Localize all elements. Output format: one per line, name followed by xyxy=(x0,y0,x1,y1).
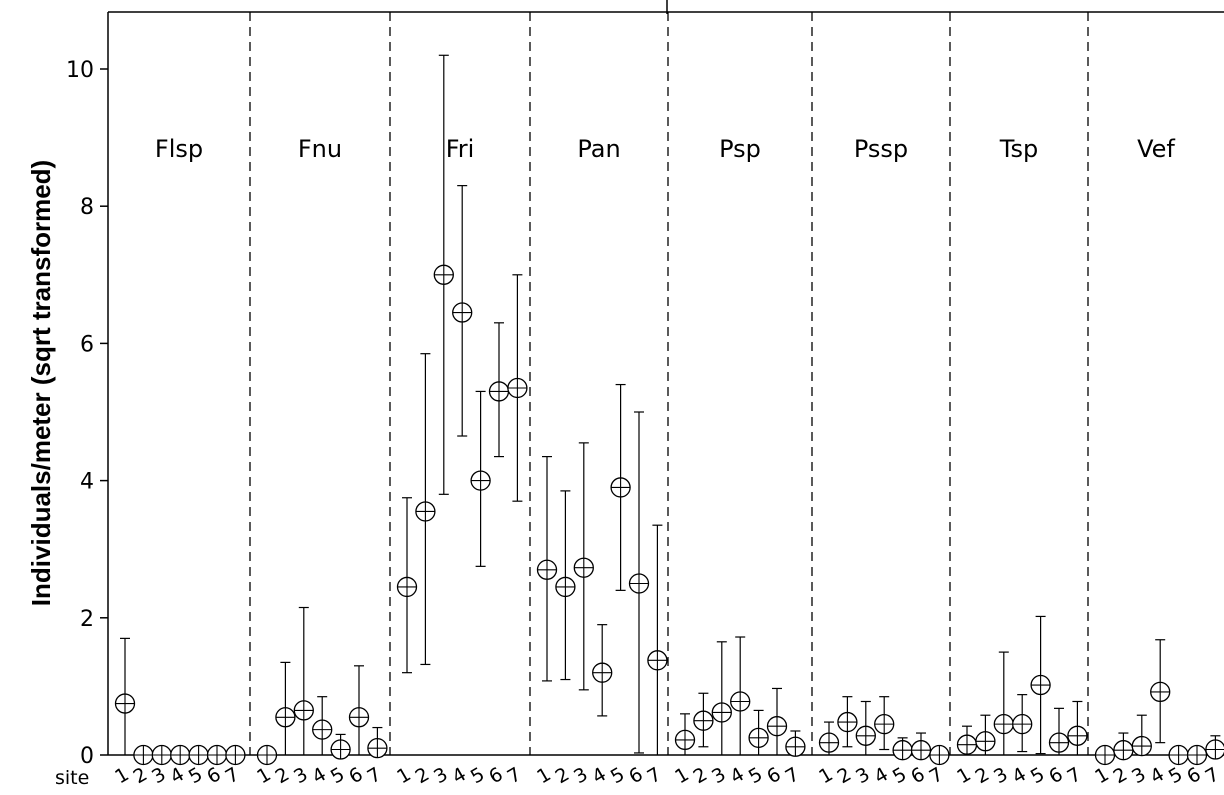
x-tick-label: 2 xyxy=(1110,763,1131,788)
y-tick-label: 0 xyxy=(80,744,94,769)
panel-label: Flsp xyxy=(155,135,203,163)
y-axis-label: Individuals/meter (sqrt transformed) xyxy=(26,160,56,606)
x-tick-label: 1 xyxy=(953,763,974,788)
x-tick-label: 1 xyxy=(253,763,274,788)
x-tick-label: 3 xyxy=(990,763,1011,788)
panel-label: Pssp xyxy=(854,135,908,163)
x-tick-label: 4 xyxy=(448,763,469,788)
x-tick-label: 3 xyxy=(148,763,169,788)
x-tick-label: 4 xyxy=(1008,763,1029,788)
x-tick-label: 6 xyxy=(485,763,506,788)
panels: Flsp Fnu Fri Pan Psp Pssp Tsp Vef xyxy=(114,54,1224,766)
x-tick-label: 1 xyxy=(533,763,554,788)
x-tick-label: 1 xyxy=(393,763,414,788)
x-tick-label: 4 xyxy=(1146,763,1167,788)
x-tick-label: 2 xyxy=(412,763,433,788)
x-tick-label: 5 xyxy=(889,763,910,788)
x-tick-label: 6 xyxy=(345,763,366,788)
x-tick-label: 2 xyxy=(272,763,293,788)
x-tick-label: 2 xyxy=(834,763,855,788)
y-tick-label: 6 xyxy=(80,332,94,357)
x-tick-label: 4 xyxy=(308,763,329,788)
x-tick-label: 1 xyxy=(1091,763,1112,788)
x-tick-label: 4 xyxy=(870,763,891,788)
y-tick-label: 4 xyxy=(80,470,94,495)
x-tick-label: 5 xyxy=(467,763,488,788)
x-tick-label: 2 xyxy=(130,763,151,788)
x-tick-label: 7 xyxy=(782,763,803,788)
x-tick-label: 7 xyxy=(1064,763,1085,788)
x-tick-label: 3 xyxy=(290,763,311,788)
x-tick-label: 7 xyxy=(222,763,243,788)
x-tick-label: 5 xyxy=(185,763,206,788)
panel-label: Tsp xyxy=(999,135,1038,163)
y-tick-label: 10 xyxy=(66,58,94,83)
x-tick-label: 5 xyxy=(1027,763,1048,788)
x-tick-label: 3 xyxy=(430,763,451,788)
x-tick-label: 2 xyxy=(552,763,573,788)
x-tick-label: 3 xyxy=(852,763,873,788)
x-tick-label: 6 xyxy=(1045,763,1066,788)
x-tick-label: 7 xyxy=(1202,763,1223,788)
x-tick-label: 1 xyxy=(671,763,692,788)
x-axis-prefix: site xyxy=(55,767,89,789)
x-tick-label: 3 xyxy=(570,763,591,788)
x-tick-label: 6 xyxy=(625,763,646,788)
x-tick-label: 2 xyxy=(690,763,711,788)
x-tick-label: 6 xyxy=(1183,763,1204,788)
x-tick-label: 7 xyxy=(644,763,665,788)
y-tick-label: 8 xyxy=(80,195,94,220)
x-tick-label: 5 xyxy=(745,763,766,788)
x-tick-label: 3 xyxy=(708,763,729,788)
panel-label: Fri xyxy=(446,135,475,163)
panel-label: Psp xyxy=(719,135,761,163)
x-tick-label: 1 xyxy=(815,763,836,788)
x-tick-label: 4 xyxy=(588,763,609,788)
panel-label: Fnu xyxy=(298,135,342,163)
x-tick-label: 1 xyxy=(111,763,132,788)
panel-label: Vef xyxy=(1137,135,1175,163)
x-tick-label: 5 xyxy=(607,763,628,788)
panel-label: Pan xyxy=(577,135,620,163)
x-tick-label: 4 xyxy=(166,763,187,788)
x-tick-label: 5 xyxy=(327,763,348,788)
x-tick-label: 2 xyxy=(972,763,993,788)
x-tick-label: 6 xyxy=(203,763,224,788)
x-tick-label: 7 xyxy=(364,763,385,788)
y-tick-label: 2 xyxy=(80,607,94,632)
y-ticks: 0 2 4 6 8 10 xyxy=(66,58,108,769)
x-tick-label: 5 xyxy=(1165,763,1186,788)
x-tick-label: 7 xyxy=(504,763,525,788)
x-tick-label: 7 xyxy=(926,763,947,788)
panel-dividers xyxy=(249,12,1089,755)
x-tick-label: 3 xyxy=(1128,763,1149,788)
x-tick-label: 6 xyxy=(907,763,928,788)
x-tick-label: 6 xyxy=(763,763,784,788)
x-tick-label: 4 xyxy=(726,763,747,788)
